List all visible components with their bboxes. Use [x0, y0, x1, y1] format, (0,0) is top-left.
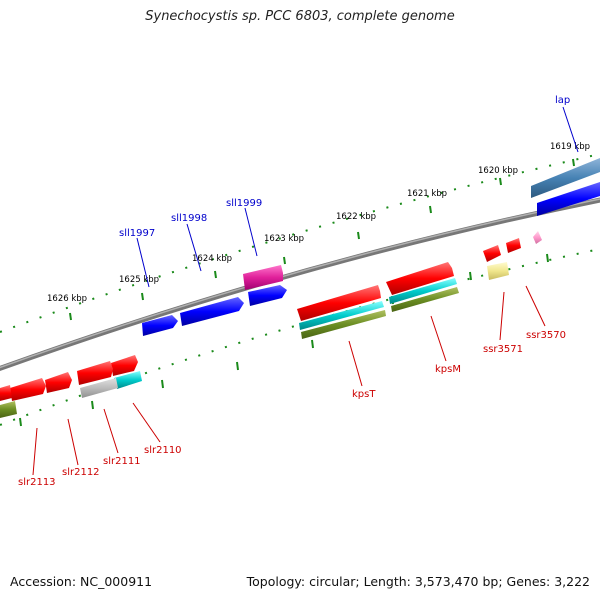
gene-lap[interactable]	[531, 158, 600, 198]
gene-sll1999-blue[interactable]	[248, 285, 287, 306]
kbp-label-1620: 1620 kbp	[478, 166, 518, 176]
gene-kpsM[interactable]	[386, 262, 454, 295]
gene-label-slr2111: slr2111	[103, 456, 141, 467]
gene-slr2113[interactable]	[10, 378, 46, 401]
kbp-label-1625: 1625 kbp	[119, 275, 159, 285]
kbp-label-1626: 1626 kbp	[47, 294, 87, 304]
gene-kpsM-olive[interactable]	[391, 287, 459, 312]
gene-label-sll1998: sll1998	[171, 213, 207, 224]
genome-summary-text: Topology: circular; Length: 3,573,470 bp…	[246, 574, 590, 589]
gene-label-slr2110: slr2110	[144, 445, 182, 456]
kbp-label-1622: 1622 kbp	[336, 212, 376, 222]
gene-sll1997[interactable]	[142, 315, 178, 336]
gene-label-sll1999: sll1999	[226, 198, 262, 209]
gene-kpsT-olive[interactable]	[301, 310, 386, 339]
gene-label-slr2113: slr2113	[18, 477, 56, 488]
gene-slr2111-gray[interactable]	[80, 378, 118, 398]
gene-label-sll1997: sll1997	[119, 228, 155, 239]
gene-sll1998[interactable]	[180, 297, 244, 326]
gene-slr2111[interactable]	[77, 361, 113, 385]
kbp-label-1624: 1624 kbp	[192, 254, 232, 264]
map-title: Synechocystis sp. PCC 6803, complete gen…	[145, 9, 455, 24]
gene-ssr3571[interactable]	[487, 262, 509, 280]
kbp-label-1619: 1619 kbp	[550, 142, 590, 152]
kbp-label-1621: 1621 kbp	[407, 189, 447, 199]
gene-ssr3571-red-b[interactable]	[506, 238, 521, 253]
gene-slr2110-cyan[interactable]	[114, 371, 142, 389]
gene-left-edge-olive[interactable]	[0, 401, 17, 418]
gene-forward-blue-upper-right[interactable]	[537, 182, 600, 216]
kbp-label-1623: 1623 kbp	[264, 234, 304, 244]
gene-label-kpsT: kpsT	[352, 389, 376, 400]
gene-slr2112[interactable]	[45, 372, 72, 393]
gene-left-edge-red[interactable]	[0, 385, 12, 401]
gene-slr2110[interactable]	[111, 355, 138, 376]
accession-text: Accession: NC_000911	[10, 574, 153, 589]
gene-kpsM-cyan[interactable]	[389, 278, 457, 304]
genome-backbone	[0, 197, 600, 372]
gene-label-slr2112: slr2112	[62, 467, 100, 478]
gene-ssr3571-red-a[interactable]	[483, 245, 501, 262]
gene-sll1999[interactable]	[243, 265, 283, 290]
forward-major-ticks	[69, 158, 575, 321]
gene-kpsT-cyan[interactable]	[299, 301, 384, 330]
gene-ssr3570[interactable]	[533, 231, 542, 244]
gene-label-ssr3570: ssr3570	[526, 330, 566, 341]
gene-kpsT[interactable]	[297, 285, 381, 321]
gene-label-kpsM: kpsM	[435, 364, 461, 375]
gene-label-lap: lap	[555, 95, 570, 106]
leader-lines	[32, 106, 579, 476]
gene-label-ssr3571: ssr3571	[483, 344, 523, 355]
